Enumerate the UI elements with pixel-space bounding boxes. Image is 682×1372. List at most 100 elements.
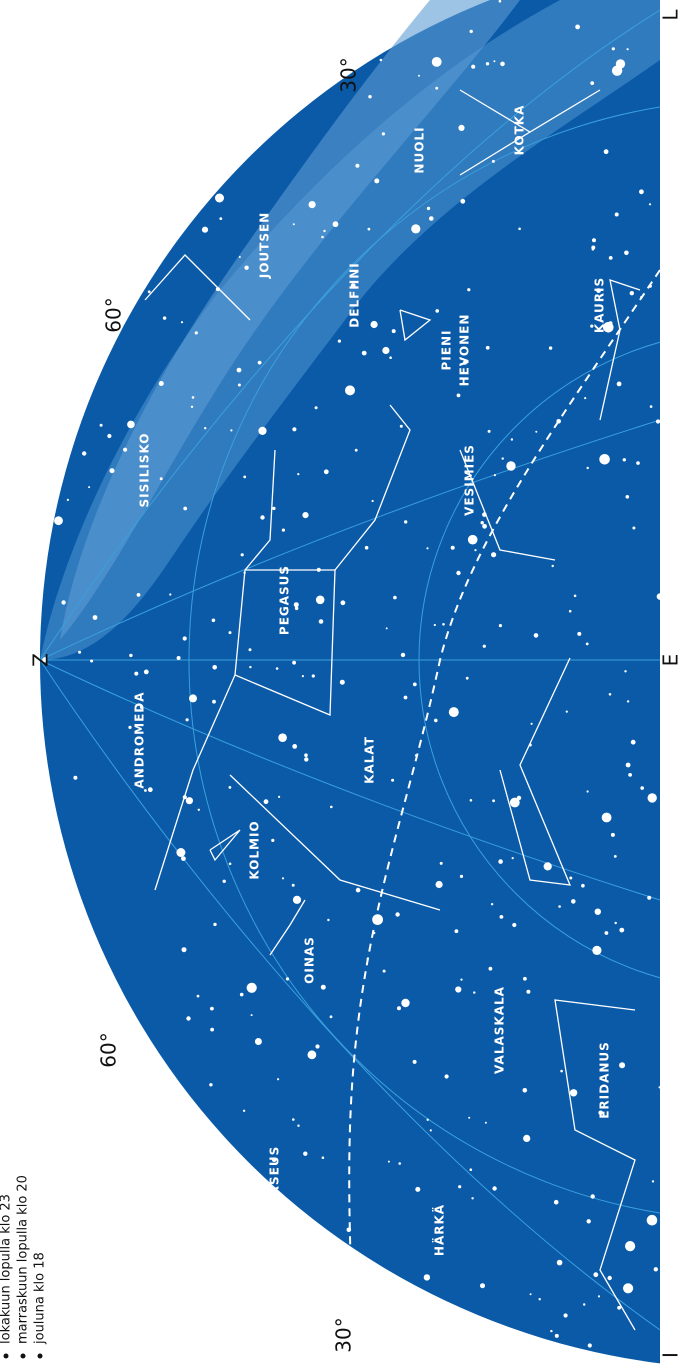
constellation-label: KOLMIO — [248, 820, 262, 879]
star — [444, 1074, 449, 1079]
star — [454, 929, 459, 934]
star — [250, 1014, 253, 1017]
star — [346, 1227, 352, 1233]
star — [484, 1121, 487, 1124]
star — [400, 652, 406, 658]
star — [625, 1241, 636, 1252]
star — [272, 506, 276, 511]
star — [82, 451, 87, 456]
star — [368, 95, 372, 99]
star — [603, 149, 609, 155]
star — [431, 57, 442, 67]
star — [647, 793, 657, 803]
star — [158, 381, 164, 386]
azimuth-line — [39, 9, 660, 661]
star — [512, 922, 517, 928]
star — [315, 1044, 320, 1049]
star — [372, 914, 383, 925]
star — [596, 288, 601, 293]
star — [297, 1124, 300, 1127]
star — [622, 458, 626, 462]
star — [616, 381, 622, 387]
direction-label: L — [659, 9, 682, 21]
star — [554, 1333, 559, 1338]
star — [462, 360, 467, 365]
star — [435, 86, 439, 90]
star — [90, 659, 94, 663]
star — [630, 739, 636, 745]
star — [73, 775, 78, 780]
star — [215, 287, 220, 292]
star — [314, 406, 318, 410]
star — [601, 812, 612, 823]
star — [450, 545, 455, 550]
star — [395, 912, 400, 917]
star — [491, 552, 497, 558]
star — [556, 1259, 563, 1266]
star — [242, 1109, 246, 1113]
star — [228, 862, 232, 866]
azimuth-line — [39, 659, 660, 901]
star — [471, 1197, 474, 1200]
constellation-label: PERSEUS — [268, 1146, 282, 1214]
star — [222, 879, 226, 883]
star — [482, 644, 486, 648]
star — [385, 627, 388, 630]
star — [516, 795, 522, 801]
star — [529, 1293, 532, 1296]
star — [414, 754, 418, 757]
star — [423, 1274, 431, 1281]
star — [485, 345, 490, 350]
bullet — [20, 1353, 26, 1359]
star — [490, 903, 494, 906]
altitude-label: 30° — [332, 1317, 356, 1352]
sky — [39, 0, 660, 1372]
star — [311, 674, 315, 678]
star — [292, 223, 295, 226]
star — [460, 978, 463, 981]
star — [575, 24, 580, 30]
star — [238, 256, 241, 258]
star — [467, 534, 478, 545]
star — [418, 74, 420, 77]
star — [367, 227, 371, 231]
constellation-label: VESIMIES — [463, 444, 477, 516]
star — [354, 448, 358, 452]
star — [387, 1160, 390, 1163]
star — [640, 786, 644, 790]
star — [275, 667, 279, 670]
constellation-label: PIENI — [440, 330, 454, 371]
stars — [42, 0, 660, 1348]
star — [607, 1275, 612, 1281]
milky-way — [40, 0, 660, 660]
constellation-lines — [144, 89, 641, 1331]
star — [610, 832, 615, 837]
star — [159, 477, 163, 481]
star — [180, 321, 184, 324]
star — [499, 915, 504, 919]
star — [632, 526, 636, 530]
star — [307, 1050, 317, 1060]
star — [442, 623, 445, 626]
star — [197, 808, 200, 811]
star — [162, 316, 167, 320]
star — [397, 1006, 401, 1011]
constellation-label: JOUTSEN — [258, 212, 272, 279]
star — [551, 564, 554, 568]
star — [391, 778, 395, 782]
star — [291, 883, 295, 887]
star — [649, 405, 653, 408]
star — [78, 650, 82, 654]
star — [361, 350, 367, 356]
star — [355, 163, 360, 168]
star — [215, 193, 224, 203]
star — [456, 393, 461, 398]
star — [528, 743, 532, 747]
constellation-label: HEVONEN — [458, 314, 472, 387]
altitude-label: 60° — [102, 297, 126, 332]
star — [491, 159, 495, 163]
star — [636, 461, 640, 465]
star — [563, 1313, 568, 1318]
star — [585, 642, 589, 646]
star — [434, 718, 438, 723]
